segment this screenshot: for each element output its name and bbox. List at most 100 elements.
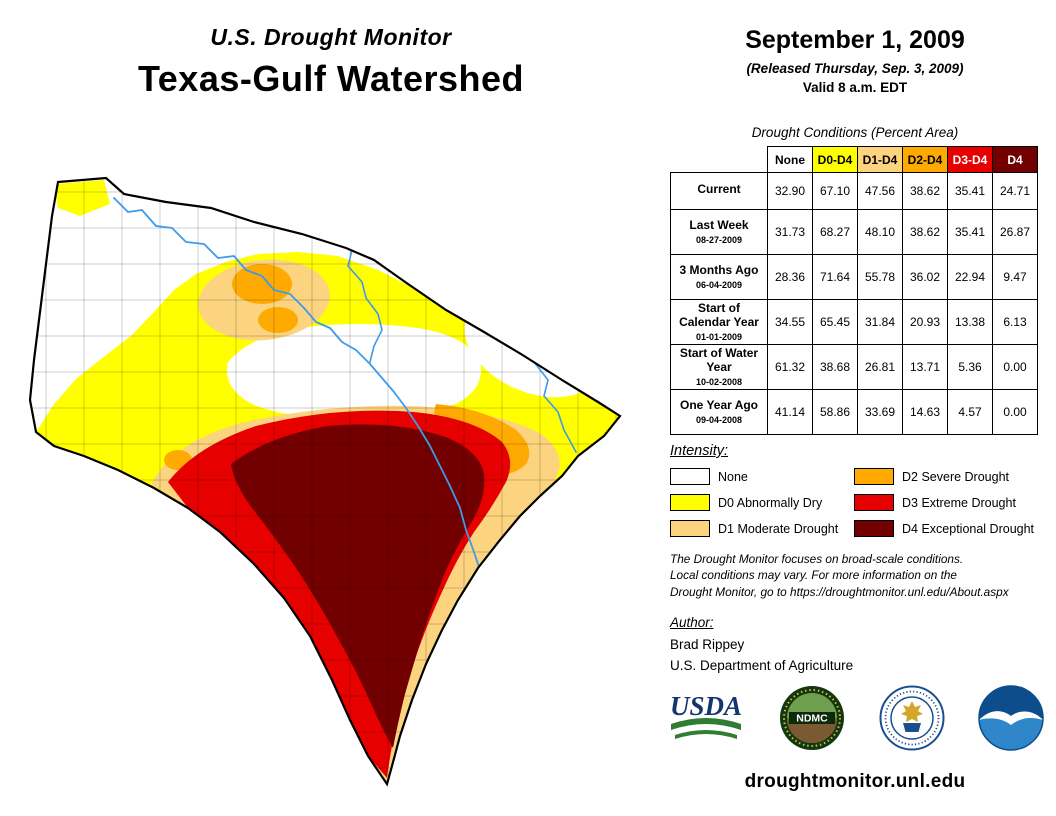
cell-value: 31.84 [857,299,903,345]
disclaimer-line: Local conditions may vary. For more info… [670,568,957,583]
legend-label: D1 Moderate Drought [718,521,839,536]
table-row-one-year-ago: One Year Ago 09-04-2008 41.14 58.86 33.69… [670,389,1038,435]
logo-row: USDA NDMC [666,685,1044,751]
table-corner-cell [671,147,768,173]
col-header-d1-d4: D1-D4 [857,146,903,173]
ndmc-logo: NDMC [780,686,845,750]
watershed-map-svg [28,176,622,787]
svg-text:USDA: USDA [670,691,742,721]
drought-layer-d4 [231,424,485,748]
map-title-block: U.S. Drought Monitor Texas-Gulf Watershe… [0,24,662,100]
legend-item-d0: D0 Abnormally Dry [670,494,854,511]
legend-item-d1: D1 Moderate Drought [670,520,854,537]
cell-value: 31.73 [767,209,813,255]
cell-value: 9.47 [992,254,1038,300]
cell-value: 38.62 [902,172,948,210]
intensity-legend: Intensity: None D2 Severe Drought D0 Abn… [670,443,1048,537]
legend-item-none: None [670,468,854,485]
cell-value: 36.02 [902,254,948,300]
legend-swatch-d4 [854,520,894,537]
doc-seal-logo [879,685,945,751]
disclaimer-line: The Drought Monitor focuses on broad-sca… [670,552,964,566]
noaa-logo [978,685,1044,751]
river-northeast [533,361,577,453]
page-title: Texas-Gulf Watershed [137,58,525,99]
cell-value: 65.45 [812,299,858,345]
cell-value: 26.87 [992,209,1038,255]
legend-swatch-d0 [670,494,710,511]
table-row-current: Current 32.90 67.10 47.56 38.62 35.41 24… [670,172,1038,210]
drought-layer-d2-north-blob-2 [258,307,298,333]
row-label: One Year Ago 09-04-2008 [670,389,768,435]
row-label: 3 Months Ago 06-04-2009 [670,254,768,300]
cell-value: 20.93 [902,299,948,345]
row-label: Start of Water Year 10-02-2008 [670,344,768,390]
col-header-d2-d4: D2-D4 [902,146,948,173]
cell-value: 41.14 [767,389,813,435]
drought-layer-none-central-gap [227,324,481,418]
cell-value: 38.68 [812,344,858,390]
cell-value: 22.94 [947,254,993,300]
cell-value: 0.00 [992,389,1038,435]
cell-value: 67.10 [812,172,858,210]
table-row-last-week: Last Week 08-27-2009 31.73 68.27 48.10 38… [670,209,1038,255]
row-label: Current [670,172,768,210]
date-block: September 1, 2009 (Released Thursday, Se… [666,26,1044,95]
cell-value: 35.41 [947,172,993,210]
legend-swatch-d2 [854,468,894,485]
cell-value: 34.55 [767,299,813,345]
disclaimer-text: The Drought Monitor focuses on broad-sca… [670,551,1050,600]
col-header-d3-d4: D3-D4 [947,146,993,173]
legend-label: D4 Exceptional Drought [902,521,1035,536]
river-main [113,197,481,571]
report-kicker: U.S. Drought Monitor [210,24,452,50]
legend-item-d3: D3 Extreme Drought [854,494,1048,511]
cell-value: 38.62 [902,209,948,255]
cell-value: 35.41 [947,209,993,255]
footer-url[interactable]: droughtmonitor.unl.edu [744,771,966,792]
author-block: Author: Brad Rippey U.S. Department of A… [670,613,853,676]
legend-label: D3 Extreme Drought [902,495,1016,510]
river-tributary [339,233,383,363]
drought-layer-d0-northwest-patch [54,180,110,216]
cell-value: 26.81 [857,344,903,390]
cell-value: 28.36 [767,254,813,300]
cell-value: 13.38 [947,299,993,345]
cell-value: 55.78 [857,254,903,300]
table-row-3-months-ago: 3 Months Ago 06-04-2009 28.36 71.64 55.78… [670,254,1038,300]
table-row-start-calendar-year: Start of Calendar Year 01-01-2009 34.55 6… [670,299,1038,345]
author-org: U.S. Department of Agriculture [670,657,854,673]
cell-value: 61.32 [767,344,813,390]
cell-value: 47.56 [857,172,903,210]
cell-value: 32.90 [767,172,813,210]
row-label: Start of Calendar Year 01-01-2009 [670,299,768,345]
drought-conditions-table: None D0-D4 D1-D4 D2-D4 D3-D4 D4 Current … [670,146,1038,435]
cell-value: 0.00 [992,344,1038,390]
cell-value: 68.27 [812,209,858,255]
cell-value: 48.10 [857,209,903,255]
cell-value: 13.71 [902,344,948,390]
map-date: September 1, 2009 [745,26,965,54]
legend-item-d4: D4 Exceptional Drought [854,520,1048,537]
cell-value: 6.13 [992,299,1038,345]
cell-value: 24.71 [992,172,1038,210]
legend-label: None [718,469,748,484]
table-row-start-water-year: Start of Water Year 10-02-2008 61.32 38.6… [670,344,1038,390]
col-header-none: None [767,146,813,173]
legend-swatch-none [670,468,710,485]
col-header-d4: D4 [992,146,1038,173]
row-label: Last Week 08-27-2009 [670,209,768,255]
legend-label: D2 Severe Drought [902,469,1010,484]
legend-label: D0 Abnormally Dry [718,495,823,510]
usda-logo: USDA [670,691,742,739]
cell-value: 4.57 [947,389,993,435]
released-date: (Released Thursday, Sep. 3, 2009) [746,61,964,76]
drought-layer-d2-north-blob [232,264,292,304]
valid-time: Valid 8 a.m. EDT [802,80,908,95]
author-heading: Author: [670,615,714,630]
cell-value: 5.36 [947,344,993,390]
cell-value: 14.63 [902,389,948,435]
legend-swatch-d1 [670,520,710,537]
disclaimer-line: Drought Monitor, go to https://droughtmo… [670,584,1009,599]
